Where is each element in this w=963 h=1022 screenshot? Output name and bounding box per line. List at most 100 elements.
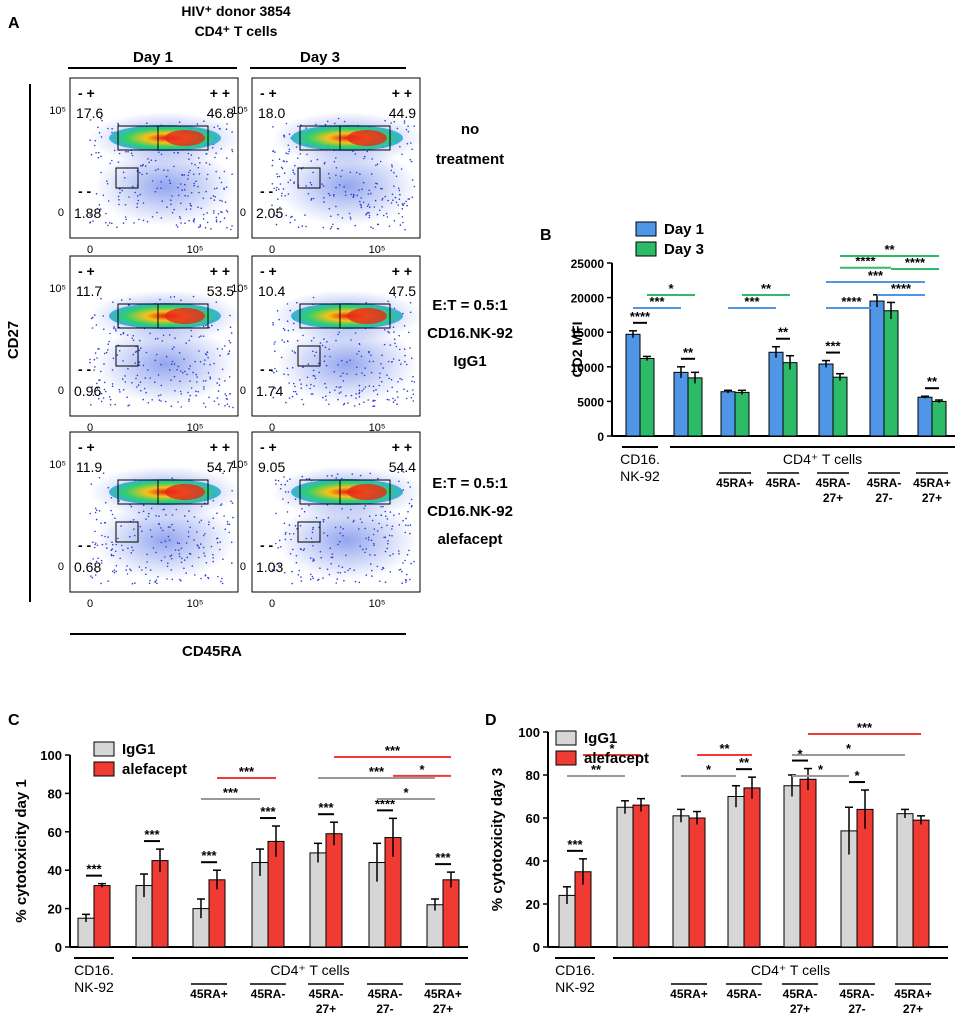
facs-event-dot bbox=[122, 331, 125, 334]
facs-event-dot bbox=[273, 187, 275, 190]
facs-event-dot bbox=[198, 173, 201, 175]
facs-event-dot bbox=[105, 351, 108, 354]
subgroup-label: 45RA+ bbox=[716, 476, 754, 490]
facs-event-dot bbox=[155, 551, 157, 554]
facs-event-dot bbox=[402, 471, 405, 473]
facs-event-dot bbox=[379, 372, 381, 375]
quad-value-plus-plus: 47.5 bbox=[389, 283, 416, 299]
bar-day-3 bbox=[782, 362, 798, 437]
facs-event-dot bbox=[94, 546, 96, 549]
facs-event-dot bbox=[276, 173, 278, 175]
facs-event-dot bbox=[300, 387, 303, 390]
facs-event-dot bbox=[205, 190, 207, 193]
facs-event-dot bbox=[111, 541, 113, 543]
facs-event-dot bbox=[90, 575, 92, 577]
facs-event-dot bbox=[409, 347, 411, 349]
facs-event-dot bbox=[187, 535, 190, 538]
facs-event-dot bbox=[408, 502, 411, 505]
quad-value-minus-minus: 0.68 bbox=[74, 559, 101, 575]
facs-event-dot bbox=[105, 543, 107, 545]
facs-event-dot bbox=[366, 150, 369, 153]
facs-event-dot bbox=[383, 536, 385, 539]
facs-event-dot bbox=[226, 157, 228, 159]
facs-event-dot bbox=[212, 527, 215, 529]
facs-event-dot bbox=[171, 578, 174, 581]
facs-event-dot bbox=[367, 203, 370, 206]
quad-value-minus-plus: 10.4 bbox=[258, 283, 285, 299]
facs-event-dot bbox=[358, 403, 361, 406]
facs-event-dot bbox=[157, 168, 159, 170]
facs-event-dot bbox=[105, 221, 107, 224]
facs-event-dot bbox=[205, 354, 208, 356]
x-tick-zero: 0 bbox=[87, 422, 93, 434]
facs-event-dot bbox=[334, 389, 336, 392]
facs-event-dot bbox=[358, 392, 360, 395]
facs-event-dot bbox=[409, 524, 412, 526]
facs-event-dot bbox=[205, 178, 208, 180]
facs-event-dot bbox=[170, 557, 173, 560]
facs-event-dot bbox=[154, 159, 157, 162]
facs-event-dot bbox=[354, 153, 357, 155]
facs-event-dot bbox=[381, 197, 384, 200]
facs-event-dot bbox=[329, 547, 332, 549]
facs-event-dot bbox=[382, 214, 385, 217]
facs-event-dot bbox=[326, 534, 329, 537]
facs-event-dot bbox=[273, 371, 275, 374]
facs-event-dot bbox=[275, 370, 278, 372]
facs-event-dot bbox=[158, 399, 161, 401]
facs-event-dot bbox=[283, 476, 285, 478]
facs-event-dot bbox=[107, 486, 110, 489]
facs-event-dot bbox=[139, 165, 142, 167]
facs-event-dot bbox=[183, 174, 186, 176]
facs-event-dot bbox=[213, 199, 216, 201]
bar-alefacept bbox=[688, 817, 706, 948]
facs-event-dot bbox=[193, 220, 195, 223]
facs-event-dot bbox=[107, 536, 109, 538]
facs-event-dot bbox=[402, 312, 404, 315]
legend-swatch bbox=[635, 221, 657, 237]
facs-event-dot bbox=[363, 374, 366, 377]
quad-value-plus-plus: 44.9 bbox=[389, 105, 416, 121]
facs-event-dot bbox=[119, 391, 121, 393]
facs-event-dot bbox=[360, 355, 363, 358]
facs-events bbox=[89, 472, 234, 585]
facs-event-dot bbox=[100, 400, 103, 403]
facs-event-dot bbox=[341, 508, 343, 510]
facs-event-dot bbox=[395, 201, 398, 204]
facs-event-dot bbox=[147, 515, 150, 518]
facs-event-dot bbox=[411, 179, 414, 181]
facs-event-dot bbox=[184, 183, 186, 186]
bar-igg1 bbox=[77, 917, 95, 948]
facs-event-dot bbox=[327, 516, 330, 519]
facs-event-dot bbox=[190, 154, 193, 156]
facs-event-dot bbox=[383, 329, 386, 331]
facs-event-dot bbox=[207, 576, 209, 579]
facs-event-dot bbox=[277, 547, 279, 549]
facs-event-dot bbox=[228, 350, 231, 352]
facs-event-dot bbox=[337, 571, 339, 574]
facs-event-dot bbox=[104, 535, 106, 538]
facs-event-dot bbox=[404, 579, 407, 581]
facs-event-dot bbox=[161, 200, 163, 202]
facs-event-dot bbox=[187, 152, 190, 155]
facs-event-dot bbox=[164, 540, 167, 542]
facs-event-dot bbox=[286, 303, 289, 305]
facs-event-dot bbox=[188, 339, 190, 342]
facs-event-dot bbox=[371, 158, 374, 160]
facs-density-cloud bbox=[277, 146, 417, 226]
facs-event-dot bbox=[181, 189, 183, 191]
facs-event-dot bbox=[413, 381, 416, 383]
facs-event-dot bbox=[361, 188, 363, 190]
facs-event-dot bbox=[369, 554, 371, 556]
facs-event-dot bbox=[340, 386, 342, 388]
facs-event-dot bbox=[300, 576, 302, 578]
bar-igg1 bbox=[896, 813, 914, 948]
facs-event-dot bbox=[136, 374, 139, 377]
facs-event-dot bbox=[167, 562, 169, 564]
quad-label-minus-plus: - + bbox=[78, 439, 95, 455]
facs-event-dot bbox=[319, 550, 322, 553]
facs-event-dot bbox=[149, 569, 152, 571]
facs-event-dot bbox=[310, 183, 313, 186]
facs-event-dot bbox=[404, 531, 407, 534]
